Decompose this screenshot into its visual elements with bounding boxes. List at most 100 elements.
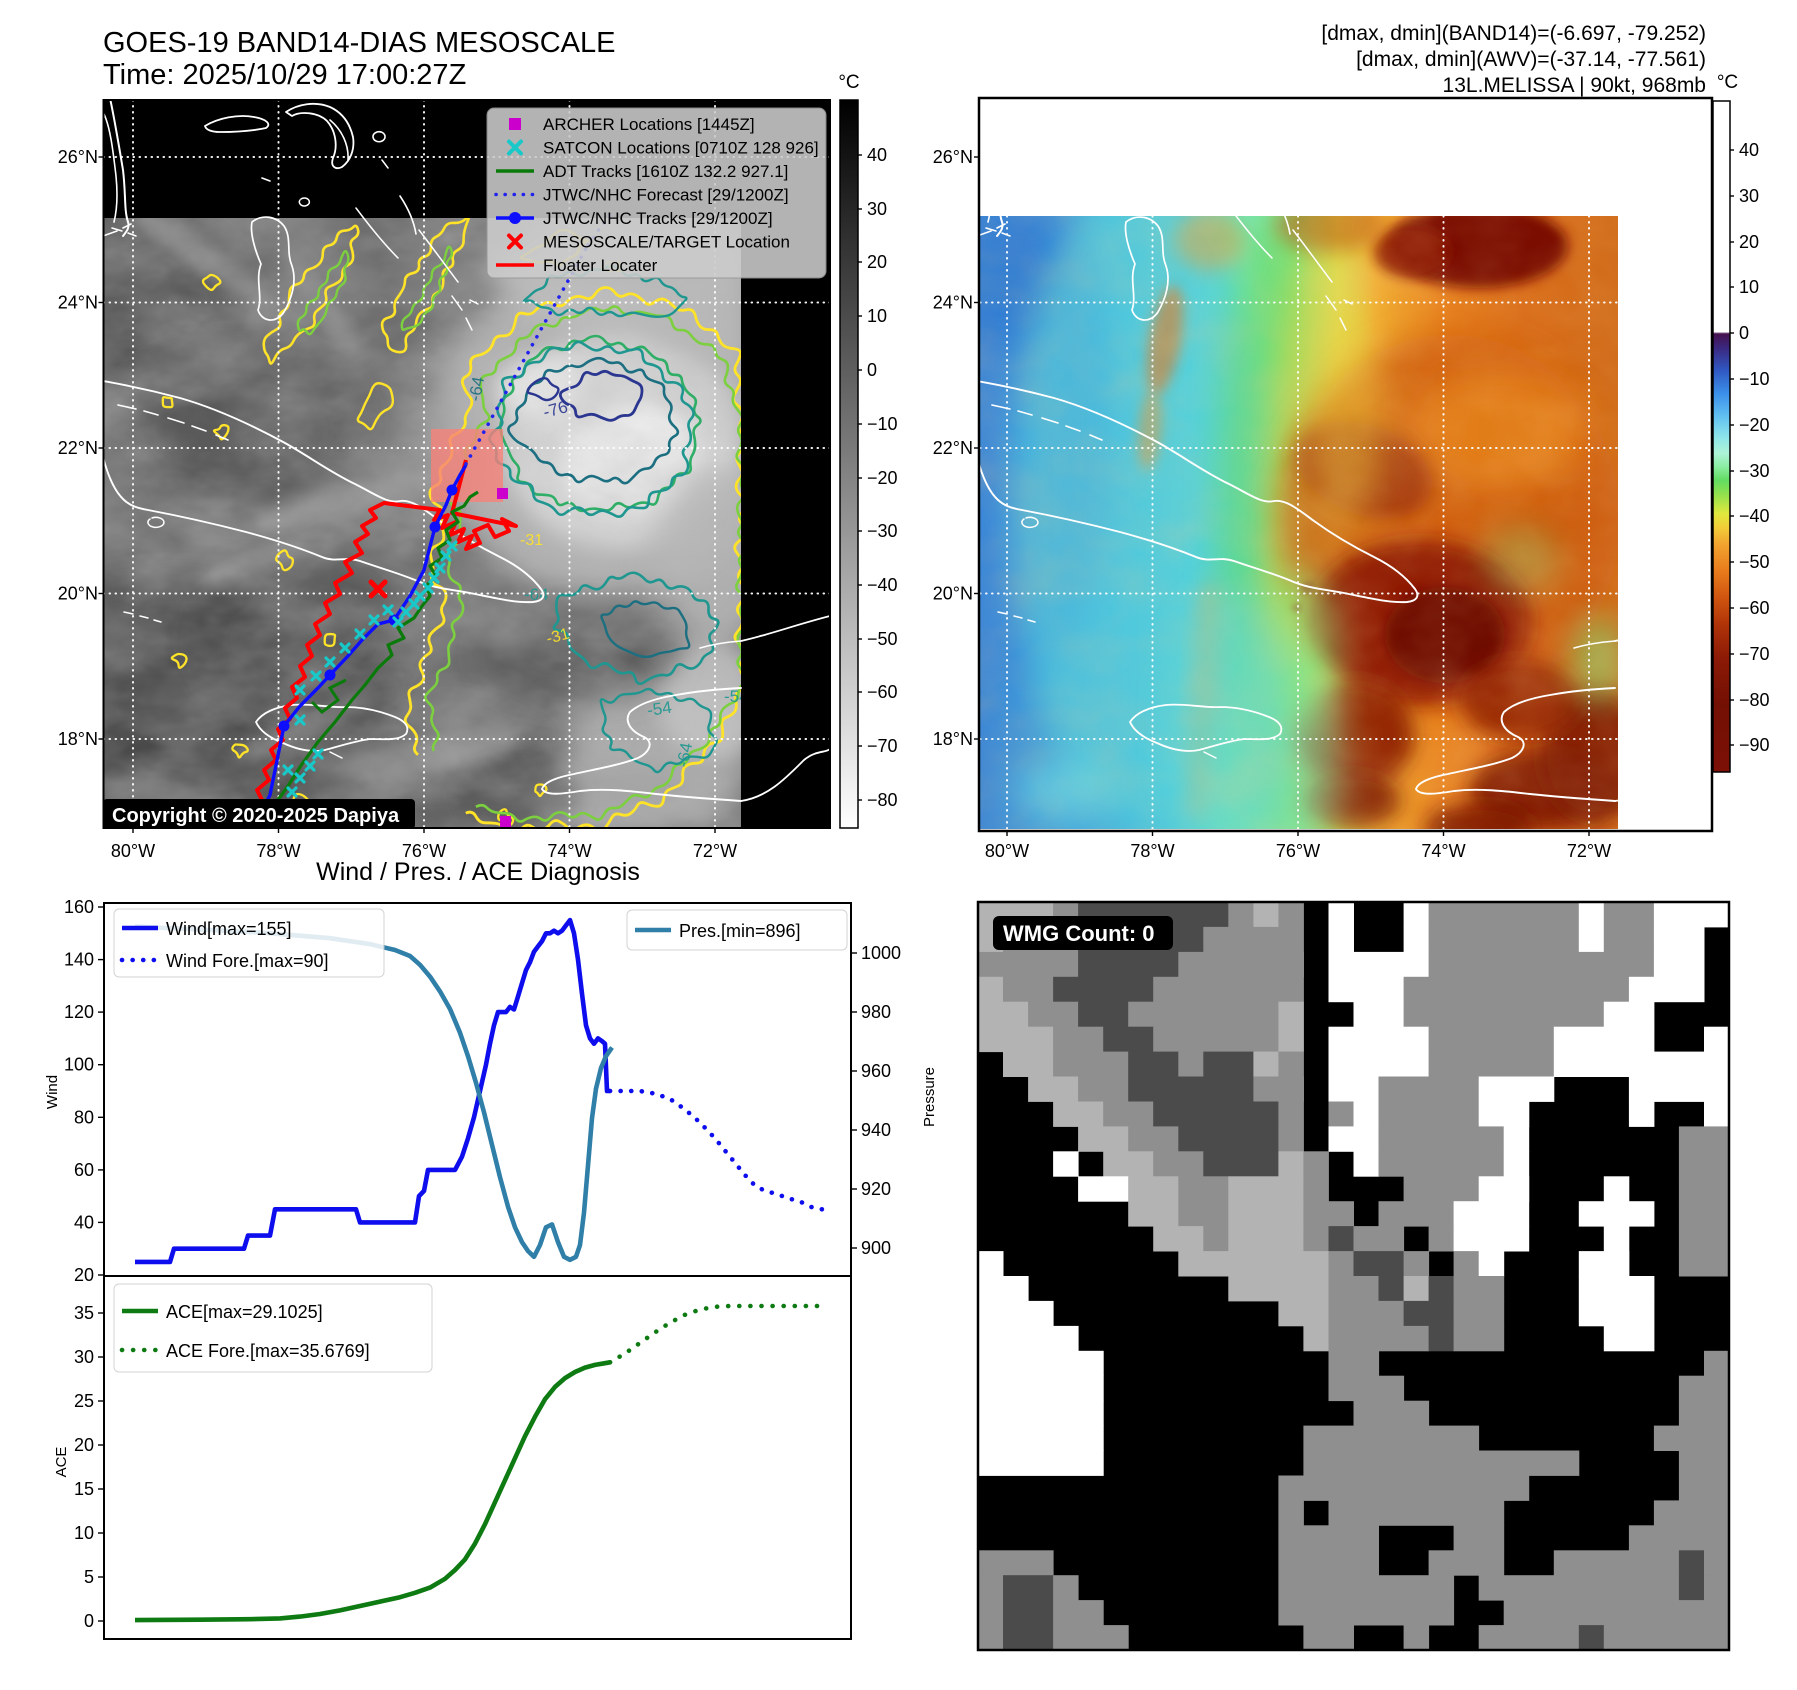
- svg-text:72°W: 72°W: [1567, 841, 1611, 861]
- svg-text:Wind[max=155]: Wind[max=155]: [166, 919, 292, 939]
- svg-text:Time: 2025/10/29 17:00:27Z: Time: 2025/10/29 17:00:27Z: [103, 59, 466, 91]
- svg-text:-64: -64: [673, 741, 696, 769]
- svg-text:GOES-19 BAND14-DIAS MESOSCALE: GOES-19 BAND14-DIAS MESOSCALE: [103, 27, 616, 59]
- svg-text:ACE: ACE: [53, 1447, 70, 1478]
- svg-text:Wind / Pres. / ACE Diagnosis: Wind / Pres. / ACE Diagnosis: [316, 858, 640, 886]
- svg-text:72°W: 72°W: [693, 841, 737, 861]
- svg-text:15: 15: [74, 1479, 94, 1499]
- svg-text:ACE[max=29.1025]: ACE[max=29.1025]: [166, 1302, 323, 1322]
- svg-text:20: 20: [867, 252, 887, 272]
- svg-text:SATCON Locations [0710Z 128 92: SATCON Locations [0710Z 128 926]: [543, 139, 819, 158]
- svg-text:24°N: 24°N: [58, 293, 98, 313]
- svg-text:−60: −60: [1739, 598, 1770, 618]
- svg-text:-54: -54: [724, 687, 749, 706]
- svg-text:−70: −70: [1739, 644, 1770, 664]
- svg-text:20: 20: [74, 1435, 94, 1455]
- svg-text:−10: −10: [1739, 369, 1770, 389]
- svg-text:40: 40: [867, 145, 887, 165]
- svg-text:10: 10: [867, 306, 887, 326]
- svg-text:−80: −80: [1739, 690, 1770, 710]
- svg-text:−70: −70: [867, 736, 898, 756]
- svg-text:−50: −50: [1739, 552, 1770, 572]
- svg-text:18°N: 18°N: [933, 729, 973, 749]
- svg-text:78°W: 78°W: [1130, 841, 1174, 861]
- svg-text:24°N: 24°N: [933, 293, 973, 313]
- svg-text:Floater Locater: Floater Locater: [543, 256, 658, 275]
- svg-text:[dmax, dmin](BAND14)=(-6.697,: [dmax, dmin](BAND14)=(-6.697, -79.252): [1321, 22, 1706, 45]
- svg-text:−40: −40: [1739, 506, 1770, 526]
- svg-text:ADT Tracks [1610Z 132.2 927.1]: ADT Tracks [1610Z 132.2 927.1]: [543, 162, 788, 181]
- svg-text:120: 120: [64, 1002, 94, 1022]
- svg-text:30: 30: [74, 1347, 94, 1367]
- svg-text:80°W: 80°W: [985, 841, 1029, 861]
- svg-text:78°W: 78°W: [256, 841, 300, 861]
- svg-text:-64: -64: [465, 375, 488, 403]
- svg-text:−20: −20: [867, 468, 898, 488]
- svg-text:ACE Fore.[max=35.6769]: ACE Fore.[max=35.6769]: [166, 1341, 370, 1361]
- svg-text:−50: −50: [867, 629, 898, 649]
- svg-text:22°N: 22°N: [58, 438, 98, 458]
- svg-text:26°N: 26°N: [58, 147, 98, 167]
- svg-text:100: 100: [64, 1055, 94, 1075]
- svg-text:-54: -54: [646, 698, 673, 720]
- svg-text:−30: −30: [1739, 461, 1770, 481]
- svg-text:[dmax, dmin](AWV)=(-37.14, -77: [dmax, dmin](AWV)=(-37.14, -77.561): [1356, 48, 1706, 71]
- svg-text:960: 960: [861, 1061, 891, 1081]
- svg-text:74°W: 74°W: [1421, 841, 1465, 861]
- svg-text:−30: −30: [867, 521, 898, 541]
- svg-text:5: 5: [84, 1567, 94, 1587]
- svg-text:°C: °C: [838, 72, 859, 93]
- svg-text:920: 920: [861, 1179, 891, 1199]
- svg-text:10: 10: [1739, 277, 1759, 297]
- svg-text:−80: −80: [867, 790, 898, 810]
- svg-text:30: 30: [1739, 186, 1759, 206]
- svg-text:22°N: 22°N: [933, 438, 973, 458]
- svg-text:1000: 1000: [861, 943, 901, 963]
- svg-text:940: 940: [861, 1120, 891, 1140]
- svg-text:−90: −90: [1739, 735, 1770, 755]
- svg-text:0: 0: [1739, 323, 1749, 343]
- svg-text:76°W: 76°W: [402, 841, 446, 861]
- svg-text:26°N: 26°N: [933, 147, 973, 167]
- svg-text:−20: −20: [1739, 415, 1770, 435]
- svg-text:JTWC/NHC Forecast [29/1200Z]: JTWC/NHC Forecast [29/1200Z]: [543, 186, 789, 205]
- svg-text:Wind Fore.[max=90]: Wind Fore.[max=90]: [166, 951, 329, 971]
- svg-text:980: 980: [861, 1002, 891, 1022]
- svg-text:80°W: 80°W: [111, 841, 155, 861]
- svg-text:-31: -31: [545, 625, 572, 647]
- svg-text:-31: -31: [520, 532, 543, 549]
- svg-text:80: 80: [74, 1107, 94, 1127]
- svg-text:WMG Count: 0: WMG Count: 0: [1003, 921, 1155, 946]
- svg-text:18°N: 18°N: [58, 729, 98, 749]
- svg-text:Pressure: Pressure: [921, 1067, 938, 1127]
- svg-text:25: 25: [74, 1391, 94, 1411]
- svg-text:20°N: 20°N: [58, 584, 98, 604]
- svg-text:76°W: 76°W: [1276, 841, 1320, 861]
- svg-text:20: 20: [1739, 232, 1759, 252]
- svg-text:Copyright © 2020-2025 Dapiya: Copyright © 2020-2025 Dapiya: [112, 805, 400, 827]
- svg-text:60: 60: [74, 1160, 94, 1180]
- svg-text:MESOSCALE/TARGET Location: MESOSCALE/TARGET Location: [543, 233, 790, 252]
- svg-text:74°W: 74°W: [547, 841, 591, 861]
- svg-text:20°N: 20°N: [933, 584, 973, 604]
- svg-text:10: 10: [74, 1523, 94, 1543]
- svg-text:0: 0: [84, 1611, 94, 1631]
- svg-text:30: 30: [867, 199, 887, 219]
- svg-text:40: 40: [74, 1212, 94, 1232]
- svg-text:°C: °C: [1717, 72, 1738, 93]
- svg-text:−40: −40: [867, 575, 898, 595]
- svg-text:JTWC/NHC Tracks [29/1200Z]: JTWC/NHC Tracks [29/1200Z]: [543, 209, 773, 228]
- svg-text:900: 900: [861, 1238, 891, 1258]
- svg-text:20: 20: [74, 1265, 94, 1285]
- svg-text:−10: −10: [867, 414, 898, 434]
- svg-text:Pres.[min=896]: Pres.[min=896]: [679, 921, 801, 941]
- svg-text:35: 35: [74, 1303, 94, 1323]
- svg-text:40: 40: [1739, 140, 1759, 160]
- svg-text:160: 160: [64, 897, 94, 917]
- svg-text:ARCHER Locations [1445Z]: ARCHER Locations [1445Z]: [543, 115, 755, 134]
- svg-text:Wind: Wind: [44, 1075, 61, 1109]
- svg-text:140: 140: [64, 950, 94, 970]
- svg-text:−60: −60: [867, 682, 898, 702]
- svg-text:0: 0: [867, 360, 877, 380]
- svg-text:13L.MELISSA | 90kt, 968mb: 13L.MELISSA | 90kt, 968mb: [1443, 74, 1706, 97]
